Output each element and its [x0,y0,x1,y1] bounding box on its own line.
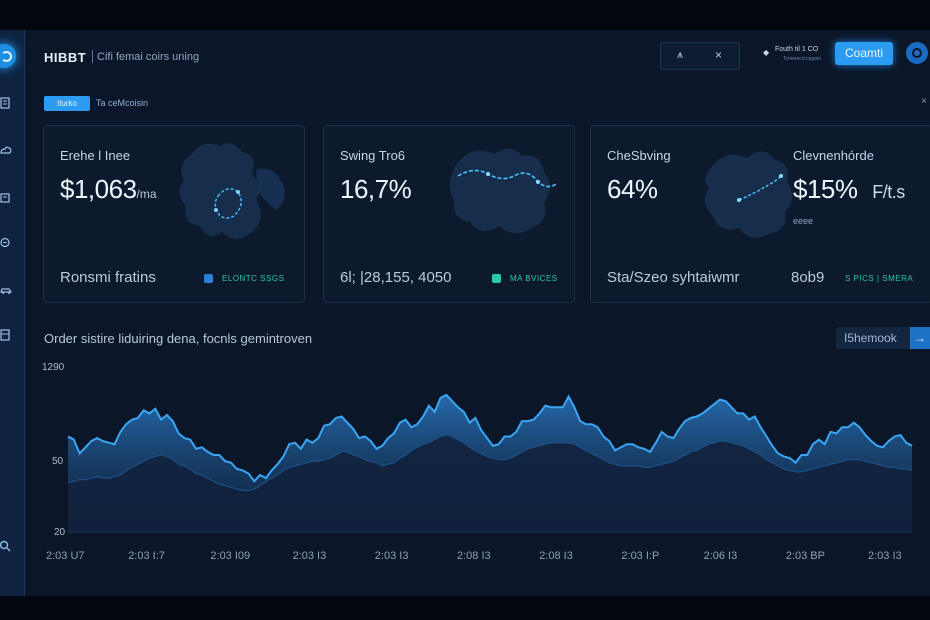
alert-icon[interactable]: ⩚ [677,49,684,61]
series-secondary-line [67,434,913,492]
card-note: eeee [793,216,814,226]
card-title: CheSbving [607,148,671,163]
x-tick-label: 2:03 I09 [210,550,251,562]
card-footer: Ronsmi fratins [60,269,156,286]
card-badge: ELONTC SSGS [222,274,285,283]
world-map-graphic [704,151,793,238]
stat-card-3[interactable]: CheSbving 64% Clevnenhórde $15% F/t.s ee… [590,125,930,303]
x-tick-label: 2:03 I:7 [128,550,165,562]
coin-icon[interactable] [0,237,14,249]
x-tick-label: 2:03 I:P [621,550,660,562]
filter-tag[interactable]: Iturko [44,96,90,111]
world-map-graphic [449,148,557,234]
x-tick-label: 2:03 BP [785,550,825,562]
card-footer: 6l; |28,155, 4050 [340,269,452,286]
world-map-graphic [179,143,285,239]
filter-description: Ta ceMcoisin [96,98,149,108]
close-icon[interactable]: × [715,48,723,62]
x-tick-label: 2:03 I3 [292,550,327,562]
folder-icon[interactable] [0,192,14,204]
y-tick-label: 20 [54,527,66,538]
x-tick-label: 2:06 I3 [703,550,738,562]
primary-button[interactable]: Coamti [835,42,893,65]
chart-icon [492,274,501,283]
y-tick-label: 50 [52,456,64,467]
header-controls: ⩚ × [660,42,740,70]
dismiss-icon[interactable]: × [921,96,927,107]
header-divider [92,50,93,63]
card-badge: S PICS | SMERA [845,274,914,283]
x-tick-label: 2:03 U7 [46,550,85,562]
chart-action-button[interactable]: I5hemook → [836,327,930,349]
card-title: Swing Tro6 [340,148,406,163]
card-title: Erehe l Inee [60,148,131,163]
card-value: $1,063/ma [60,174,157,204]
stat-card-2[interactable]: Swing Tro6 16,7% 6l; |28,155, 4050 MA BV… [323,125,575,303]
app-logo[interactable] [0,44,16,68]
status-sub: Tcmerecd cpgam [783,56,822,62]
list-icon[interactable] [0,97,14,109]
y-tick-label: 1290 [42,362,65,373]
document-icon[interactable] [0,329,14,341]
card-badge: MA BVICES [510,274,558,283]
card-title-secondary: Clevnenhórde [793,148,874,163]
card-value: 64% [607,174,658,204]
gear-icon[interactable] [906,42,928,64]
x-tick-label: 2:08 I3 [539,550,573,562]
chart-action-label: I5hemook [844,331,897,345]
shield-icon [204,274,213,283]
card-footer: Sta/Szeo syhtaiwmr [607,269,740,286]
x-tick-label: 2:03 I3 [374,550,409,562]
series-primary-line [67,393,913,483]
series-secondary-area [68,435,912,532]
top-frame [0,0,930,30]
x-tick-label: 2:08 I3 [457,550,491,562]
status-label: Fouth til 1 CO [775,46,819,53]
card-value: 16,7% [340,174,412,204]
card-value-secondary: $15% F/t.s [793,174,905,204]
bottom-frame [0,596,930,620]
car-icon[interactable] [0,285,14,297]
app-title: HIBBT [44,50,87,65]
search-icon[interactable] [0,540,14,552]
arrow-right-icon[interactable]: → [910,327,930,349]
stat-card-1[interactable]: Erehe l Inee $1,063/ma Ronsmi fratins EL… [43,125,305,303]
card-footer-secondary: 8ob9 [791,269,825,286]
pin-icon: ◆ [763,48,770,57]
x-tick-label: 2:03 I3 [868,550,902,562]
chart-title: Order sistire liduiring dena, focnls gem… [44,331,313,346]
sidebar [0,30,25,596]
app-subtitle: Cifi femai coirs uning [97,51,200,63]
cloud-icon[interactable] [0,145,14,157]
